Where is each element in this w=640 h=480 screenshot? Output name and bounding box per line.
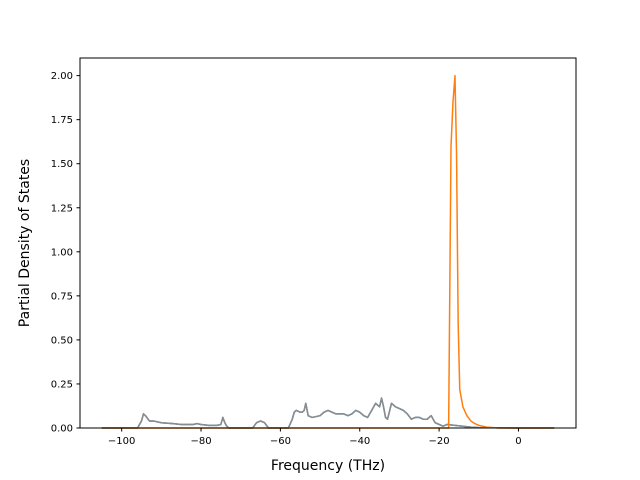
y-tick-label: 2.00	[51, 71, 73, 82]
y-axis-label: Partial Density of States	[17, 159, 33, 327]
plot-area	[80, 58, 576, 428]
y-tick-label: 0.50	[51, 335, 73, 346]
x-tick-label: −60	[270, 436, 291, 447]
x-tick-label: −20	[429, 436, 450, 447]
y-tick-label: 1.75	[51, 115, 73, 126]
plot-frame	[79, 57, 577, 429]
y-tick-label: 1.50	[51, 159, 73, 170]
series-3-line	[101, 74, 555, 429]
y-tick-label: 0.75	[51, 291, 73, 302]
x-tick-label: −100	[108, 436, 135, 447]
series-2-line	[101, 397, 555, 429]
y-tick-label: 0.00	[51, 424, 73, 435]
y-tick-label: 0.25	[51, 379, 73, 390]
series-layer	[101, 74, 555, 429]
x-tick-label: 0	[515, 436, 521, 447]
x-tick-label: −80	[190, 436, 211, 447]
x-tick-label: −40	[349, 436, 370, 447]
x-axis-ticks: −100 −80 −60 −40 −20 0	[108, 428, 522, 447]
y-tick-label: 1.00	[51, 247, 73, 258]
x-axis-label: Frequency (THz)	[271, 458, 385, 474]
y-axis-ticks: 0.00 0.25 0.50 0.75 1.00 1.25 1.50 1.75 2.00	[51, 71, 80, 435]
y-tick-label: 1.25	[51, 203, 73, 214]
